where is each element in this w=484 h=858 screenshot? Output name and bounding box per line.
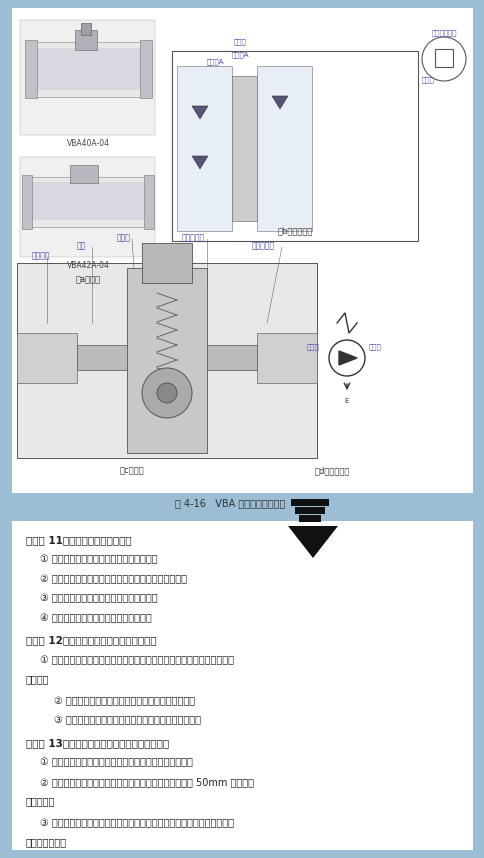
Bar (434, 49, 452, 67)
Text: （b）工作原理: （b）工作原理 (277, 226, 312, 235)
Bar (298, 515, 320, 522)
Bar (28, 42, 143, 97)
Text: 增压船A: 增压船A (231, 51, 248, 57)
Polygon shape (287, 526, 337, 558)
Text: 驱动船A: 驱动船A (207, 58, 224, 64)
Text: VBA42A-04: VBA42A-04 (66, 261, 109, 270)
Bar (207, 345, 257, 370)
Bar (12, 521, 472, 850)
Text: 图 4-16   VBA 系列双作用增压缸: 图 4-16 VBA 系列双作用增压缸 (174, 498, 285, 508)
Text: ② 负荷过重：确认规格，将负荷减小到允许范围内。: ② 负荷过重：确认规格，将负荷减小到允许范围内。 (54, 696, 195, 706)
Bar (77, 345, 127, 370)
Circle shape (142, 368, 192, 418)
Bar (20, 20, 155, 135)
Bar (17, 263, 317, 458)
Polygon shape (338, 351, 356, 365)
Bar (290, 499, 328, 506)
Text: 单向阀: 单向阀 (117, 233, 131, 242)
Bar (142, 243, 192, 283)
Text: 进气口: 进气口 (305, 343, 318, 349)
Text: VBA40A-04: VBA40A-04 (66, 139, 109, 148)
Bar (28, 48, 143, 90)
Text: ③ 制动器未开放：有开始移动信号的同时，向制动器端口供给设定压力以: ③ 制动器未开放：有开始移动信号的同时，向制动器端口供给设定压力以 (40, 818, 233, 828)
Text: 【故障 13】带制动器的气缸发生振动或飞出现象: 【故障 13】带制动器的气缸发生振动或飞出现象 (26, 738, 169, 748)
Bar (127, 268, 207, 453)
Bar (25, 177, 147, 227)
Circle shape (157, 383, 177, 403)
Text: 【故障 11】活塞杆和轴承部位漏气: 【故障 11】活塞杆和轴承部位漏气 (26, 535, 131, 545)
Text: ① 活塞杆密封圈磨搏；更换活塞杆密封圈。: ① 活塞杆密封圈磨搏；更换活塞杆密封圈。 (40, 554, 157, 565)
Text: （c）结构: （c）结构 (120, 466, 144, 475)
Text: 调压阀组件: 调压阀组件 (182, 233, 205, 242)
Text: ② 活塞杆偏芯：调整气缸的安装方式，避免横向载荷。: ② 活塞杆偏芯：调整气缸的安装方式，避免横向载荷。 (40, 574, 187, 584)
Text: ① 负荷不平衡：设计回路时使其停止时负荷能保持平衡。: ① 负荷不平衡：设计回路时使其停止时负荷能保持平衡。 (40, 758, 193, 768)
Text: ① 配管距离过长：缩短配管距离来缩短响应时间；在制动器端口安装快速: ① 配管距离过长：缩短配管距离来缩短响应时间；在制动器端口安装快速 (40, 655, 233, 665)
Text: 【故障 12】带制动器的气缸停止时超程过长: 【故障 12】带制动器的气缸停止时超程过长 (26, 636, 156, 645)
Polygon shape (192, 156, 208, 169)
Text: 密封: 密封 (77, 241, 86, 250)
Text: 出气口: 出气口 (368, 343, 381, 349)
Text: ② 螺距过短，气缸启动时的速度经常不稳定；将螺距调到 50mm 以上或尽: ② 螺距过短，气缸启动时的速度经常不稳定；将螺距调到 50mm 以上或尽 (40, 777, 254, 787)
Bar (231, 76, 257, 221)
Bar (177, 66, 231, 231)
Text: 先导控制压力: 先导控制压力 (430, 29, 456, 36)
Bar (257, 66, 311, 231)
Text: （a）外观: （a）外观 (76, 275, 100, 284)
Bar (12, 8, 472, 493)
Text: ③ 活塞杆有捯伤：修补时捯伤过大则更换。: ③ 活塞杆有捯伤：修补时捯伤过大则更换。 (40, 594, 157, 603)
Polygon shape (272, 96, 287, 109)
Bar (17, 333, 77, 383)
Bar (257, 333, 317, 383)
Bar (20, 157, 155, 257)
Bar (70, 165, 98, 183)
Bar (172, 51, 417, 241)
Polygon shape (192, 106, 208, 119)
Bar (294, 507, 324, 514)
Text: E: E (344, 398, 348, 404)
Bar (81, 23, 91, 35)
Bar (25, 182, 147, 220)
Text: 可能减速。: 可能减速。 (26, 796, 55, 807)
Bar (22, 175, 32, 229)
Text: ③ 移动速度过快：确认规格，将速度降到允许范围内。: ③ 移动速度过快：确认规格，将速度降到允许范围内。 (54, 716, 200, 726)
Text: 活塞杆密封: 活塞杆密封 (252, 241, 274, 250)
Bar (140, 40, 151, 98)
Text: 进气口: 进气口 (421, 76, 434, 82)
Bar (75, 30, 97, 50)
Bar (144, 175, 154, 229)
Text: ④ 卡进了杂质：去除杂质。安装防尘罩。: ④ 卡进了杂质：去除杂质。安装防尘罩。 (40, 613, 151, 623)
Text: 排气阀。: 排气阀。 (26, 674, 49, 685)
Text: 活塞密封: 活塞密封 (32, 251, 50, 260)
Text: （d）图形符号: （d）图形符号 (314, 466, 349, 475)
Text: 上的压缩空气。: 上的压缩空气。 (26, 837, 67, 848)
Bar (25, 40, 37, 98)
Text: 减压阀: 减压阀 (233, 38, 246, 45)
